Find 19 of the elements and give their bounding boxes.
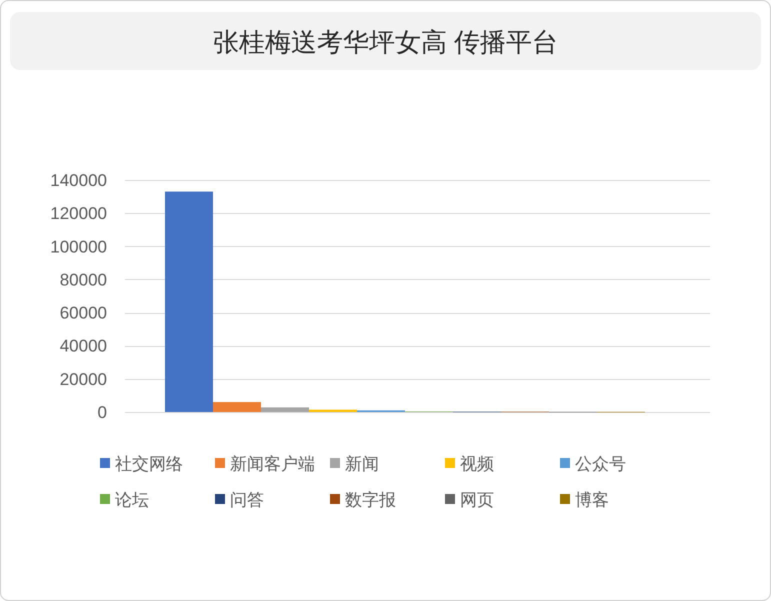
y-tick-label: 80000 <box>60 270 107 290</box>
y-tick-label: 140000 <box>50 171 107 190</box>
legend-label: 博客 <box>575 490 609 510</box>
legend-label: 视频 <box>460 454 494 474</box>
chart-title: 张桂梅送考华坪女高 传播平台 <box>212 27 558 57</box>
legend-label: 公众号 <box>575 454 626 474</box>
y-tick-label: 20000 <box>60 370 107 389</box>
legend-label: 论坛 <box>115 490 149 510</box>
legend-label: 新闻客户端 <box>230 454 315 474</box>
legend-label: 数字报 <box>345 490 396 510</box>
legend-label: 社交网络 <box>115 454 183 474</box>
y-tick-label: 40000 <box>60 336 107 356</box>
legend-label: 问答 <box>230 490 264 510</box>
y-tick-label: 100000 <box>50 237 107 256</box>
y-tick-label: 0 <box>98 403 107 422</box>
y-tick-label: 60000 <box>60 304 107 323</box>
legend-label: 网页 <box>460 490 494 510</box>
y-tick-label: 120000 <box>50 204 107 224</box>
legend-label: 新闻 <box>345 454 379 474</box>
